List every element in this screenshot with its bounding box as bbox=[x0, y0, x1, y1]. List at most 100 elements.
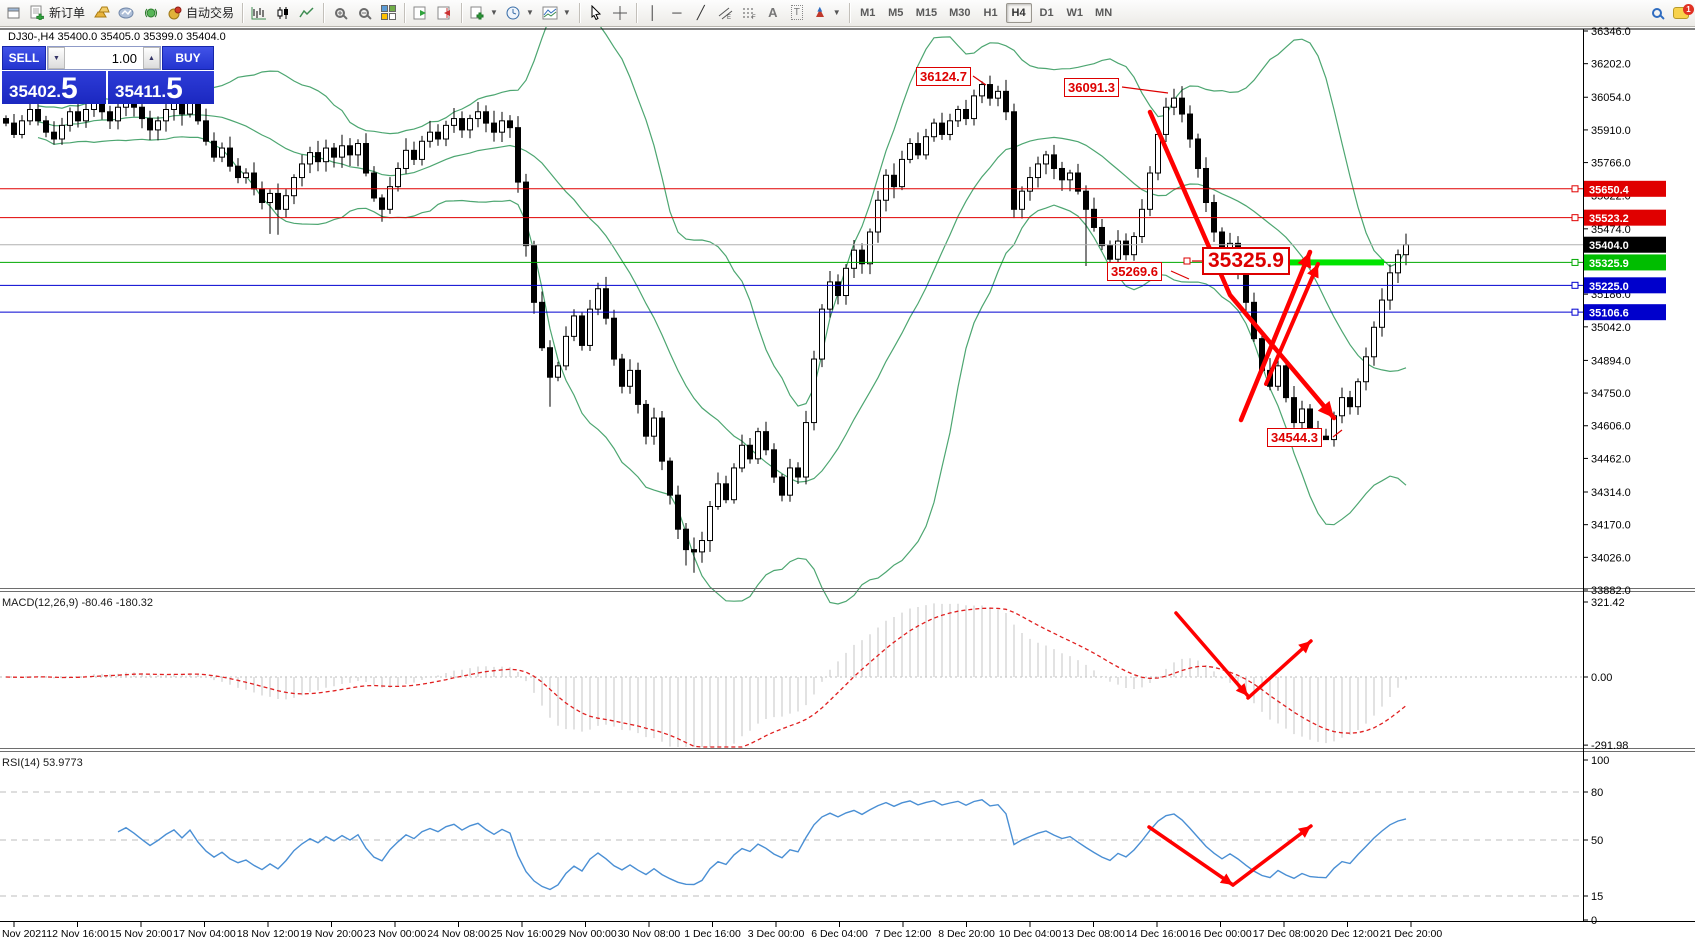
svg-text:12 Nov 16:00: 12 Nov 16:00 bbox=[46, 928, 109, 940]
timeframe-m15-button[interactable]: M15 bbox=[915, 6, 938, 19]
timeframe-m5-button[interactable]: M5 bbox=[888, 6, 904, 19]
indicators-button[interactable]: ▼ bbox=[538, 2, 575, 24]
dropdown-caret-icon: ▼ bbox=[562, 8, 571, 17]
chart-window-icon[interactable] bbox=[2, 2, 26, 24]
svg-text:15 Nov 20:00: 15 Nov 20:00 bbox=[110, 928, 173, 940]
indicators-icon bbox=[542, 6, 558, 19]
search-button[interactable] bbox=[1645, 2, 1669, 24]
notifications-button[interactable]: 1 bbox=[1669, 2, 1694, 24]
price-callout[interactable]: 36124.7 bbox=[916, 67, 971, 86]
time-axis: Nov 2021 12 Nov 16:00 15 Nov 20:00 17 Nov 0… bbox=[2, 922, 1442, 940]
candlestick-chart-button[interactable] bbox=[271, 2, 295, 24]
timeframe-h4-button[interactable]: H4 bbox=[1005, 2, 1032, 23]
support-highlight-bar bbox=[1209, 259, 1384, 266]
svg-text:15: 15 bbox=[1591, 891, 1603, 903]
crosshair-tool-button[interactable] bbox=[608, 2, 632, 24]
sell-price[interactable]: 35402. 5 bbox=[2, 71, 106, 104]
toolbar-separator bbox=[461, 2, 463, 23]
timeframe-d1-button[interactable]: D1 bbox=[1039, 6, 1054, 19]
timeframe-m1-button[interactable]: M1 bbox=[860, 6, 876, 19]
horizontal-line-tool-button[interactable]: ─ bbox=[665, 2, 689, 24]
macd-axis: 321.42 0.00 -291.98 bbox=[1583, 597, 1628, 752]
price-callout[interactable]: 35325.9 bbox=[1202, 247, 1290, 275]
new-order-label: 新订单 bbox=[49, 6, 86, 20]
volume-increase-button[interactable]: ▲ bbox=[143, 47, 160, 69]
market-depth-button[interactable] bbox=[114, 2, 139, 24]
arrows-icon bbox=[815, 6, 824, 17]
macd-label: MACD(12,26,9) -80.46 -180.32 bbox=[2, 597, 154, 609]
candlestick-chart-icon bbox=[277, 6, 289, 19]
clock-icon bbox=[506, 6, 520, 19]
svg-text:F: F bbox=[752, 15, 756, 20]
svg-text:10 Dec 04:00: 10 Dec 04:00 bbox=[999, 928, 1062, 940]
svg-text:36202.0: 36202.0 bbox=[1591, 59, 1631, 71]
new-window-icon bbox=[7, 7, 20, 18]
svg-text:1 Dec 16:00: 1 Dec 16:00 bbox=[684, 928, 741, 940]
timeframe-w1-button[interactable]: W1 bbox=[1066, 6, 1084, 19]
svg-text:18 Nov 12:00: 18 Nov 12:00 bbox=[237, 928, 300, 940]
new-chart-button[interactable]: ▼ bbox=[466, 2, 502, 24]
timeframe-m30-button[interactable]: M30 bbox=[949, 6, 971, 19]
new-order-button[interactable]: 新订单 bbox=[26, 2, 89, 24]
macd-pane bbox=[0, 603, 1583, 748]
market-depth-icon bbox=[118, 7, 134, 19]
text-tool-button[interactable]: A bbox=[761, 2, 785, 24]
channel-tool-button[interactable]: E bbox=[713, 2, 737, 24]
svg-text:23 Nov 00:00: 23 Nov 00:00 bbox=[364, 928, 427, 940]
zoom-out-button[interactable]: − bbox=[352, 2, 376, 24]
fibonacci-tool-button[interactable]: F bbox=[737, 2, 761, 24]
svg-text:36054.0: 36054.0 bbox=[1591, 92, 1631, 104]
new-order-icon bbox=[30, 5, 44, 20]
bar-chart-button[interactable] bbox=[247, 2, 271, 24]
tile-windows-button[interactable] bbox=[376, 2, 400, 24]
callout-connectors bbox=[972, 75, 1343, 438]
svg-text:17 Dec 08:00: 17 Dec 08:00 bbox=[1253, 928, 1316, 940]
cursor-icon bbox=[591, 5, 601, 20]
auto-trading-button[interactable]: 自动交易 bbox=[163, 2, 238, 24]
volume-decrease-button[interactable]: ▼ bbox=[48, 47, 65, 69]
sell-button[interactable]: SELL bbox=[2, 46, 46, 70]
auto-scroll-icon bbox=[413, 6, 427, 19]
price-callout[interactable]: 34544.3 bbox=[1267, 428, 1322, 447]
signal-icon bbox=[144, 8, 157, 17]
buy-button[interactable]: BUY bbox=[162, 46, 214, 70]
svg-text:33882.0: 33882.0 bbox=[1591, 585, 1631, 597]
trendline-tool-button[interactable]: ╱ bbox=[689, 2, 713, 24]
buy-price[interactable]: 35411. 5 bbox=[108, 71, 214, 104]
periodicity-button[interactable]: ▼ bbox=[502, 2, 538, 24]
auto-trading-label: 自动交易 bbox=[186, 6, 235, 20]
vertical-line-tool-button[interactable]: │ bbox=[641, 2, 665, 24]
signals-button[interactable] bbox=[139, 2, 163, 24]
volume-input[interactable] bbox=[65, 47, 143, 69]
arrows-tool-button[interactable]: ▼ bbox=[809, 2, 845, 24]
toolbar-separator bbox=[404, 2, 406, 23]
svg-text:34314.0: 34314.0 bbox=[1591, 487, 1631, 499]
svg-text:17 Nov 04:00: 17 Nov 04:00 bbox=[173, 928, 236, 940]
line-chart-button[interactable] bbox=[295, 2, 319, 24]
timeframe-mn-button[interactable]: MN bbox=[1095, 6, 1113, 19]
svg-text:50: 50 bbox=[1591, 835, 1603, 847]
timeframe-h1-button[interactable]: H1 bbox=[983, 6, 998, 19]
toolbar: 新订单 自动交易 + − bbox=[0, 0, 1695, 27]
auto-scroll-button[interactable] bbox=[409, 2, 433, 24]
svg-text:8 Dec 20:00: 8 Dec 20:00 bbox=[938, 928, 995, 940]
svg-text:24 Nov 08:00: 24 Nov 08:00 bbox=[427, 928, 490, 940]
price-callout[interactable]: 35269.6 bbox=[1107, 262, 1162, 281]
zoom-in-button[interactable]: + bbox=[328, 2, 352, 24]
one-click-trading-panel: SELL ▼ ▲ BUY 35402. 5 35411. 5 bbox=[2, 46, 216, 104]
chart-shift-button[interactable] bbox=[433, 2, 457, 24]
price-tags: 35650.4 35523.2 35404.0 35325.9 35225.0 35106… bbox=[1584, 180, 1666, 321]
gold-symbols-button[interactable] bbox=[89, 2, 114, 24]
price-callout[interactable]: 36091.3 bbox=[1064, 78, 1119, 97]
svg-text:30 Nov 08:00: 30 Nov 08:00 bbox=[618, 928, 681, 940]
search-icon bbox=[1652, 7, 1662, 18]
cursor-tool-button[interactable] bbox=[584, 2, 608, 24]
equidistant-channel-icon: E bbox=[718, 7, 733, 20]
svg-text:34750.0: 34750.0 bbox=[1591, 388, 1631, 400]
sell-price-big: 5 bbox=[61, 72, 78, 105]
text-label-tool-button[interactable]: T bbox=[785, 2, 809, 24]
timeframe-group: M1 M5 M15 M30 H1 H4 D1 W1 MN bbox=[854, 2, 1118, 23]
svg-text:35042.0: 35042.0 bbox=[1591, 322, 1631, 334]
